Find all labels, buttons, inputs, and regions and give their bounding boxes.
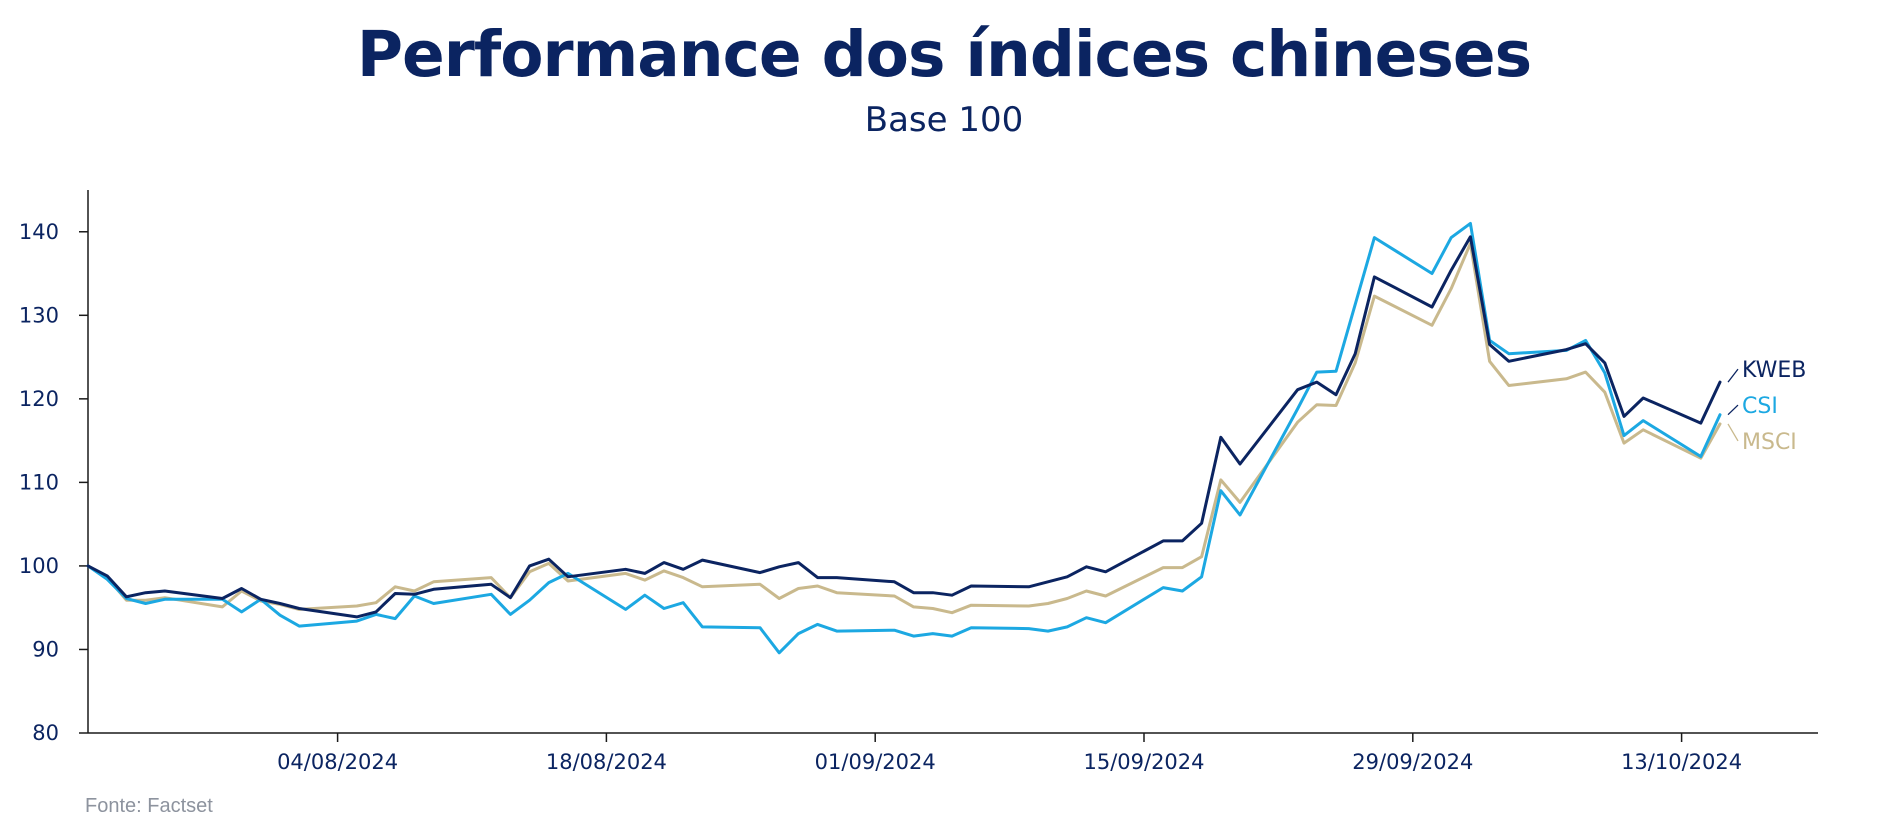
x-tick-label: 18/08/2024 — [546, 750, 667, 774]
legend-leader-kweb — [1727, 368, 1739, 383]
y-tick-label: 100 — [19, 554, 59, 578]
y-tick-label: 120 — [19, 387, 59, 411]
x-tick-label: 15/09/2024 — [1083, 750, 1204, 774]
series-line-kweb — [86, 235, 1722, 619]
series-line-csi — [86, 221, 1722, 655]
x-tick-label: 29/09/2024 — [1352, 750, 1473, 774]
series-line-msci — [86, 242, 1722, 615]
y-tick-label: 110 — [19, 470, 59, 494]
legend-label-msci: MSCI — [1742, 430, 1797, 455]
x-tick-label: 01/09/2024 — [815, 750, 936, 774]
legend-label-csi: CSI — [1742, 394, 1778, 419]
source-note: Fonte: Factset — [85, 795, 213, 817]
chart-legend: MSCI CSI KWEB — [1727, 358, 1806, 455]
y-tick-label: 80 — [32, 721, 59, 745]
y-tick-label: 140 — [19, 220, 59, 244]
legend-leader-csi — [1727, 404, 1739, 416]
chart-subtitle: Base 100 — [864, 100, 1024, 140]
y-tick-label: 90 — [32, 637, 59, 661]
chart-axes: 80 90 100 110 120 130 140 04/08/2024 18/08/2024 0… — [19, 190, 1818, 774]
y-tick-label: 130 — [19, 303, 59, 327]
legend-leader-msci — [1727, 423, 1739, 442]
chart-series — [86, 221, 1722, 655]
legend-label-kweb: KWEB — [1742, 358, 1806, 383]
chart-title: Performance dos índices chineses — [356, 18, 1532, 91]
x-tick-label: 13/10/2024 — [1621, 750, 1742, 774]
x-tick-label: 04/08/2024 — [277, 750, 398, 774]
